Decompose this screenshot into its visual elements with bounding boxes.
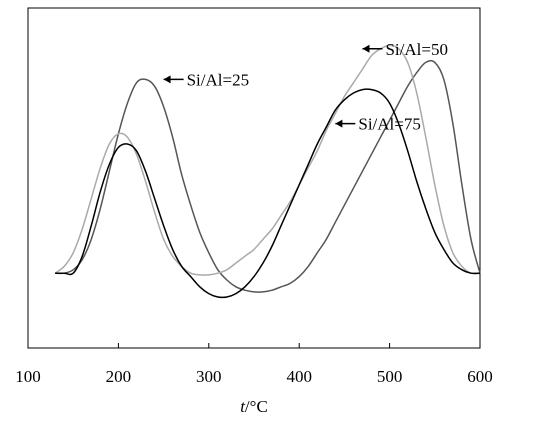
annotation-layer: Si/Al=25 Si/Al=50 Si/Al=75 (163, 40, 448, 134)
annotation-label-a25: Si/Al=25 (187, 70, 250, 89)
plot-frame (27, 7, 481, 349)
x-tick-label-600: 600 (467, 367, 493, 386)
annotation-arrowhead-a75 (335, 119, 343, 128)
x-tick-label-200: 200 (106, 367, 132, 386)
series-line-si50 (54, 44, 481, 276)
series-line-si75 (55, 88, 481, 299)
annotation-label-a75: Si/Al=75 (358, 115, 421, 134)
x-axis-label-unit: /°C (245, 397, 268, 416)
x-tick-label-500: 500 (377, 367, 403, 386)
x-tick-label-100: 100 (15, 367, 41, 386)
x-axis-label: t/°C (240, 397, 268, 416)
x-tick-labels: 100 200 300 400 500 600 (15, 367, 493, 386)
x-axis-label-var: t (240, 397, 246, 416)
annotation-label-a50: Si/Al=50 (385, 40, 448, 59)
x-tick-label-400: 400 (286, 367, 312, 386)
x-tick-marks (27, 343, 481, 348)
x-tick-label-300: 300 (196, 367, 222, 386)
annotation-arrowhead-a25 (163, 75, 171, 84)
annotation-arrowhead-a50 (362, 44, 370, 53)
series-layer (54, 44, 481, 299)
series-line-si25 (55, 59, 481, 293)
